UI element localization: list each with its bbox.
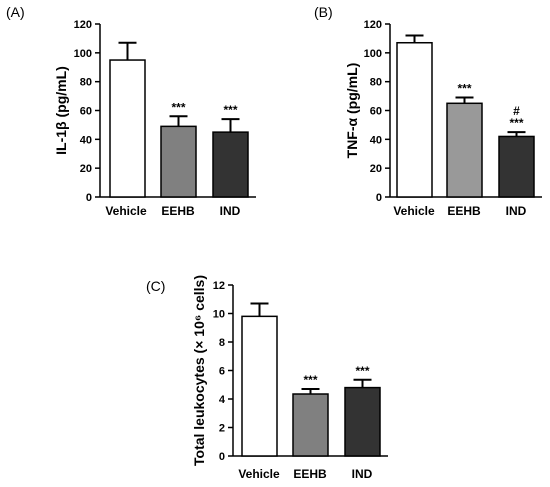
category-label: Vehicle — [393, 204, 435, 218]
significance-stars: *** — [303, 373, 317, 387]
chart-panel-c: (C) 0 2 4 6 8 10 12 Total leukocytes (× 10⁶ cell… — [146, 275, 388, 481]
category-label: IND — [220, 204, 241, 218]
y-tick-label: 0 — [86, 192, 92, 204]
significance-stars: *** — [223, 103, 237, 117]
category-label: Vehicle — [105, 204, 147, 218]
y-axis-label: Total leukocytes (× 10⁶ cells) — [191, 275, 207, 466]
y-tick-label: 60 — [370, 106, 382, 118]
bar-vehicle — [396, 41, 433, 198]
bar-ind — [212, 131, 249, 198]
significance-hash: # — [513, 104, 520, 118]
significance-stars: *** — [171, 100, 185, 114]
category-label: IND — [506, 204, 527, 218]
significance-stars: *** — [355, 364, 369, 378]
y-tick-label: 0 — [376, 192, 382, 204]
y-tick-label: 6 — [219, 366, 225, 378]
chart-panel-a: (A) 0 20 40 60 80 100 120 IL-1β (pg/mL) Vehicle **… — [6, 4, 256, 218]
chart-panel-b: (B) 0 20 40 60 80 100 120 TNF-α (pg/mL) Vehicle **… — [314, 4, 542, 218]
y-tick-label: 120 — [364, 19, 382, 31]
bar-eehb — [446, 102, 483, 198]
y-tick-label: 0 — [219, 451, 225, 463]
y-tick-label: 8 — [219, 337, 225, 349]
y-tick-label: 12 — [213, 280, 225, 292]
y-tick-label: 40 — [370, 134, 382, 146]
y-tick-label: 10 — [213, 309, 225, 321]
panel-label: (C) — [146, 278, 165, 294]
y-tick-label: 20 — [370, 163, 382, 175]
bar-vehicle — [241, 315, 278, 457]
y-tick-label: 120 — [74, 19, 92, 31]
y-tick-label: 2 — [219, 423, 225, 435]
panel-label: (B) — [314, 4, 333, 20]
y-tick-label: 4 — [219, 394, 226, 406]
y-axis-label: IL-1β (pg/mL) — [53, 66, 69, 155]
significance-stars: *** — [457, 82, 471, 96]
category-label: EEHB — [161, 204, 195, 218]
y-tick-label: 60 — [80, 106, 92, 118]
panel-label: (A) — [6, 4, 25, 20]
bar-vehicle — [109, 59, 146, 198]
bar-eehb — [292, 393, 329, 457]
bar-ind — [498, 135, 535, 198]
y-tick-label: 80 — [370, 77, 382, 89]
category-label: Vehicle — [238, 467, 280, 481]
bar-eehb — [160, 125, 197, 198]
category-label: EEHB — [293, 467, 327, 481]
category-label: EEHB — [447, 204, 481, 218]
significance-stars: *** — [509, 116, 523, 130]
y-tick-label: 100 — [364, 48, 382, 60]
y-tick-label: 100 — [74, 48, 92, 60]
bar-ind — [344, 386, 381, 457]
y-tick-label: 80 — [80, 77, 92, 89]
category-label: IND — [352, 467, 373, 481]
y-tick-label: 40 — [80, 134, 92, 146]
y-axis-label: TNF-α (pg/mL) — [344, 63, 360, 159]
y-tick-label: 20 — [80, 163, 92, 175]
